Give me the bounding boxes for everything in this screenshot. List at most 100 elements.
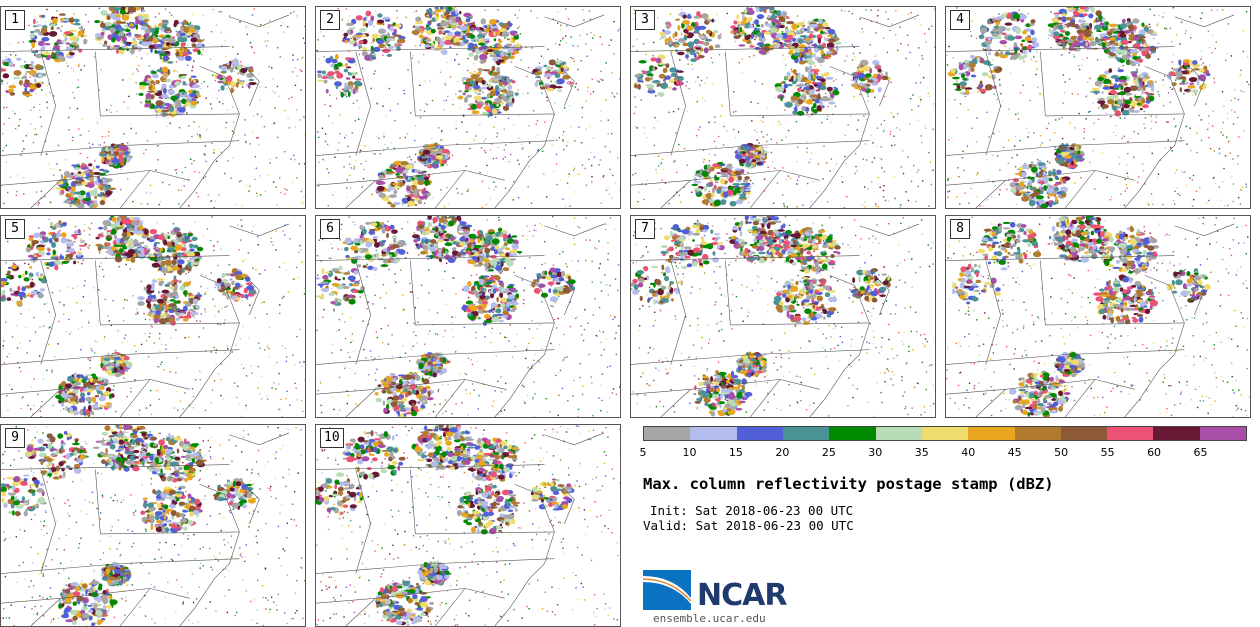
reflectivity-speck	[123, 133, 125, 135]
reflectivity-echo	[799, 35, 808, 38]
reflectivity-speck	[484, 138, 487, 140]
reflectivity-speck	[1055, 119, 1057, 121]
reflectivity-echo	[161, 66, 169, 73]
reflectivity-echo	[690, 47, 694, 51]
reflectivity-echo	[510, 30, 516, 36]
reflectivity-speck	[569, 205, 571, 207]
reflectivity-echo	[164, 28, 172, 31]
reflectivity-speck	[219, 65, 221, 67]
reflectivity-speck	[459, 107, 461, 109]
reflectivity-speck	[10, 54, 12, 56]
reflectivity-speck	[1220, 131, 1222, 134]
reflectivity-speck	[698, 32, 700, 35]
reflectivity-speck	[657, 17, 659, 19]
state-boundary	[345, 180, 376, 208]
reflectivity-speck	[288, 127, 291, 129]
reflectivity-echo	[493, 50, 501, 55]
reflectivity-speck	[528, 155, 530, 158]
reflectivity-speck	[767, 166, 769, 168]
reflectivity-speck	[1006, 188, 1008, 191]
reflectivity-speck	[1019, 92, 1022, 94]
reflectivity-echo	[178, 107, 186, 113]
reflectivity-speck	[497, 146, 499, 149]
reflectivity-speck	[1224, 205, 1226, 207]
reflectivity-echo	[804, 66, 809, 73]
reflectivity-speck	[237, 53, 239, 55]
reflectivity-speck	[590, 32, 592, 34]
reflectivity-echo	[220, 70, 228, 73]
reflectivity-speck	[609, 168, 611, 171]
reflectivity-speck	[1246, 56, 1249, 58]
reflectivity-echo	[403, 170, 409, 174]
reflectivity-speck	[166, 125, 168, 128]
reflectivity-speck	[190, 158, 192, 160]
reflectivity-speck	[917, 185, 920, 188]
reflectivity-speck	[370, 87, 372, 90]
reflectivity-speck	[805, 141, 808, 143]
reflectivity-speck	[8, 117, 10, 119]
reflectivity-echo	[747, 186, 752, 189]
reflectivity-echo	[371, 33, 379, 39]
reflectivity-echo	[132, 37, 136, 41]
reflectivity-echo	[686, 25, 694, 31]
reflectivity-echo	[436, 7, 439, 10]
reflectivity-speck	[60, 30, 62, 32]
reflectivity-speck	[86, 156, 89, 159]
reflectivity-speck	[1122, 97, 1125, 99]
reflectivity-speck	[220, 11, 222, 13]
reflectivity-speck	[95, 177, 97, 179]
reflectivity-speck	[218, 194, 220, 196]
reflectivity-echo	[97, 193, 104, 198]
reflectivity-speck	[46, 8, 48, 11]
reflectivity-speck	[177, 189, 180, 191]
reflectivity-speck	[1246, 81, 1248, 83]
reflectivity-speck	[1082, 58, 1084, 61]
reflectivity-echo	[474, 50, 482, 55]
reflectivity-speck	[150, 84, 152, 86]
reflectivity-echo	[478, 88, 482, 93]
reflectivity-speck	[107, 135, 110, 137]
reflectivity-speck	[956, 7, 958, 9]
reflectivity-speck	[1094, 188, 1096, 190]
reflectivity-speck	[446, 186, 448, 189]
reflectivity-echo	[108, 154, 116, 157]
reflectivity-speck	[490, 69, 492, 71]
reflectivity-speck	[876, 21, 878, 23]
reflectivity-echo	[56, 180, 64, 185]
reflectivity-echo	[388, 194, 397, 198]
reflectivity-echo	[682, 42, 689, 47]
reflectivity-speck	[751, 120, 753, 122]
reflectivity-echo	[107, 34, 113, 40]
reflectivity-speck	[106, 109, 108, 111]
reflectivity-speck	[604, 145, 607, 148]
reflectivity-echo	[129, 23, 135, 27]
reflectivity-echo	[376, 39, 385, 45]
reflectivity-echo	[773, 10, 777, 14]
reflectivity-echo	[707, 19, 712, 23]
reflectivity-speck	[777, 124, 780, 126]
reflectivity-echo	[196, 39, 204, 43]
reflectivity-speck	[106, 153, 109, 155]
reflectivity-speck	[961, 157, 964, 159]
reflectivity-speck	[259, 86, 261, 88]
reflectivity-speck	[992, 59, 994, 61]
reflectivity-echo	[348, 27, 356, 30]
reflectivity-speck	[1093, 138, 1095, 140]
reflectivity-speck	[591, 78, 593, 81]
reflectivity-echo	[807, 60, 816, 66]
reflectivity-speck	[657, 120, 659, 122]
reflectivity-speck	[456, 143, 458, 145]
reflectivity-echo	[739, 188, 745, 193]
reflectivity-echo	[101, 195, 107, 202]
reflectivity-speck	[107, 131, 110, 133]
reflectivity-speck	[1092, 150, 1094, 152]
reflectivity-echo	[826, 42, 835, 48]
reflectivity-speck	[555, 139, 558, 141]
reflectivity-echo	[748, 24, 754, 29]
reflectivity-echo	[121, 35, 127, 42]
reflectivity-speck	[335, 97, 338, 100]
reflectivity-speck	[605, 99, 607, 101]
reflectivity-speck	[16, 190, 18, 193]
reflectivity-speck	[822, 178, 824, 180]
reflectivity-speck	[1128, 7, 1131, 9]
